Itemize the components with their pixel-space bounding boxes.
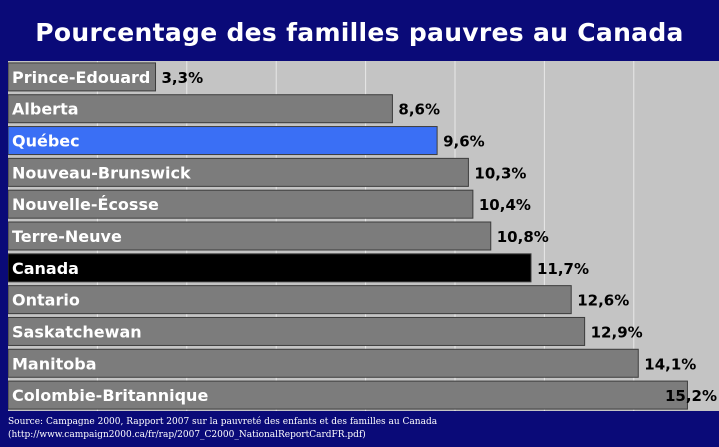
bar-québec <box>8 126 438 156</box>
category-label: Terre-Neuve <box>12 227 122 246</box>
bar-manitoba <box>8 348 639 378</box>
value-label: 10,4% <box>479 196 531 214</box>
value-label: 14,1% <box>644 355 696 373</box>
category-label: Canada <box>12 259 79 278</box>
category-label: Alberta <box>12 100 79 119</box>
category-label: Nouveau-Brunswick <box>12 163 191 182</box>
bar-saskatchewan <box>8 316 586 346</box>
bar-nouvelle-écosse <box>8 189 474 219</box>
category-label: Colombie-Britannique <box>12 386 208 405</box>
value-label: 10,8% <box>497 228 549 246</box>
value-label: 12,6% <box>577 292 629 310</box>
bars <box>8 62 688 410</box>
bar-prince-edouard <box>8 62 157 92</box>
bar-nouveau-brunswick <box>8 157 469 187</box>
category-label: Nouvelle-Écosse <box>12 195 159 214</box>
chart-title: Pourcentage des familles pauvres au Cana… <box>35 18 684 47</box>
category-label: Ontario <box>12 291 80 310</box>
source-note: Source: Campagne 2000, Rapport 2007 sur … <box>8 416 719 442</box>
value-label: 15,2% <box>665 387 717 405</box>
value-label: 10,3% <box>474 164 526 182</box>
labels: Prince-Edouard 3,3% Alberta 8,6% Québec 9,6% N… <box>12 68 717 405</box>
bar-chart: Prince-Edouard 3,3% Alberta 8,6% Québec 9,6% N… <box>8 61 719 411</box>
bar-alberta <box>8 94 393 124</box>
category-label: Prince-Edouard <box>12 68 150 87</box>
value-label: 12,9% <box>591 323 643 341</box>
value-label: 9,6% <box>443 133 485 151</box>
bar-terre-neuve <box>8 221 492 251</box>
bar-ontario <box>8 285 572 315</box>
bar-colombie-britannique <box>8 380 688 410</box>
bar-canada <box>8 253 532 283</box>
source-line-2: (http://www.campaign2000.ca/fr/rap/2007_… <box>8 430 366 440</box>
category-label: Québec <box>12 132 80 151</box>
value-label: 11,7% <box>537 260 589 278</box>
category-label: Saskatchewan <box>12 322 142 341</box>
category-label: Manitoba <box>12 354 96 373</box>
value-label: 8,6% <box>398 101 440 119</box>
source-line-1: Source: Campagne 2000, Rapport 2007 sur … <box>8 417 438 427</box>
value-label: 3,3% <box>162 69 204 87</box>
